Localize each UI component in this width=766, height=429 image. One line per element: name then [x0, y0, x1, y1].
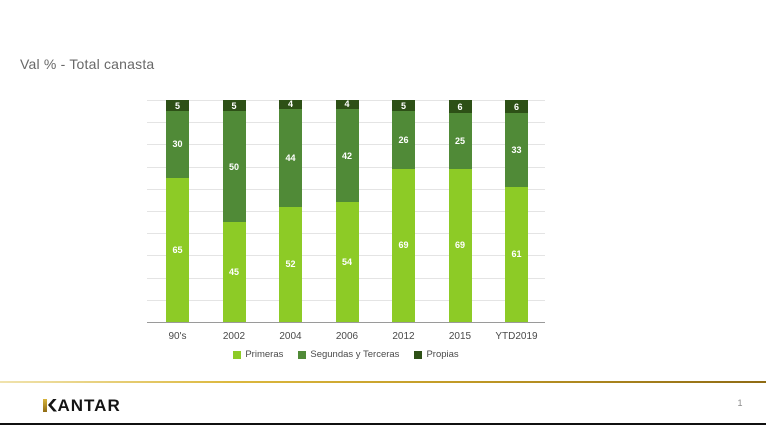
logo-k-arrow-icon: [48, 398, 57, 412]
bar-segment-primeras: 45: [222, 222, 246, 322]
x-axis-line: [147, 322, 545, 323]
legend-swatch: [298, 350, 307, 359]
bar-value-label: 45: [228, 267, 239, 278]
bar-segment-segundas: 25: [448, 113, 472, 169]
legend-label: Primeras: [245, 349, 284, 360]
bar-ytd2019: 61 33 6: [505, 100, 528, 322]
bar-segment-primeras: 69: [448, 168, 472, 322]
bar-2004: 52 44 4: [279, 99, 302, 322]
bar-segment-propias: 4: [335, 99, 359, 110]
bar-segment-segundas: 30: [166, 111, 189, 178]
x-axis-label: 2012: [392, 331, 415, 342]
bar-value-label: 5: [174, 100, 180, 111]
chart-title: Val % - Total canasta: [20, 56, 155, 72]
x-axis-labels: 90's 2002 2004 2006 2012 2015 YTD2019: [147, 331, 545, 344]
bar-2012: 69 26 5: [392, 100, 415, 322]
bar-segment-segundas: 33: [505, 113, 528, 187]
legend-label: Propias: [426, 349, 459, 360]
bar-value-label: 30: [172, 139, 183, 150]
x-axis-label: 90's: [168, 331, 187, 342]
legend-item-primeras: Primeras: [233, 349, 283, 360]
bar-segment-primeras: 61: [505, 186, 528, 322]
bar-segment-primeras: 54: [335, 202, 359, 322]
bar-2002: 45 50 5: [222, 100, 246, 322]
bar-segment-primeras: 69: [392, 168, 415, 322]
gold-divider-line: [0, 381, 766, 383]
legend-label: Segundas y Terceras: [310, 349, 400, 360]
bar-value-label: 69: [454, 240, 465, 251]
legend-item-segundas: Segundas y Terceras: [298, 349, 399, 360]
x-axis-label: 2002: [222, 331, 246, 342]
bar-segment-propias: 6: [505, 100, 528, 114]
bar-value-label: 44: [285, 152, 296, 163]
bar-value-label: 6: [513, 101, 519, 112]
bar-segment-propias: 5: [166, 100, 189, 112]
bar-segment-propias: 5: [222, 100, 246, 112]
bar-2006: 54 42 4: [335, 99, 359, 322]
page-number: 1: [737, 398, 743, 408]
bar-value-label: 61: [511, 249, 522, 260]
bottom-border-line: [0, 423, 766, 425]
bar-value-label: 65: [172, 244, 183, 255]
bar-value-label: 26: [398, 134, 409, 145]
legend-item-propias: Propias: [414, 349, 459, 360]
bar-value-label: 4: [287, 99, 293, 110]
bar-value-label: 52: [285, 259, 296, 270]
x-axis-label: YTD2019: [495, 331, 538, 342]
bar-value-label: 6: [457, 101, 463, 112]
bar-value-label: 54: [341, 257, 352, 268]
bar-value-label: 5: [400, 100, 406, 111]
bar-segment-propias: 5: [392, 100, 415, 112]
x-axis-label: 2006: [335, 331, 359, 342]
bar-segment-segundas: 50: [222, 111, 246, 223]
bar-value-label: 25: [454, 136, 465, 147]
bar-segment-segundas: 26: [392, 111, 415, 169]
bar-segment-segundas: 42: [335, 108, 359, 203]
legend-swatch: [233, 350, 242, 359]
x-axis-label: 2015: [448, 331, 472, 342]
chart-legend: Primeras Segundas y Terceras Propias: [147, 349, 545, 360]
bar-value-label: 42: [341, 150, 352, 161]
bar-value-label: 5: [231, 100, 237, 111]
bar-value-label: 69: [398, 240, 409, 251]
bar-segment-propias: 6: [448, 100, 472, 114]
legend-swatch: [414, 350, 423, 359]
kantar-logo-text: ANTAR: [57, 395, 121, 415]
logo-k-stem-icon: [43, 398, 47, 412]
bar-segment-propias: 4: [279, 99, 302, 110]
bar-value-label: 33: [511, 144, 522, 155]
bar-2015: 69 25 6: [448, 100, 472, 322]
x-axis-label: 2004: [279, 331, 302, 342]
kantar-logo: ANTAR: [43, 395, 121, 415]
bar-value-label: 50: [228, 161, 239, 172]
bar-segment-primeras: 65: [166, 177, 189, 322]
bar-segment-primeras: 52: [279, 206, 302, 322]
plot-area: 65 30 5 45 50 5 52 44 4 54 42 4 69 26 5 69 25 6 61 33 6: [147, 99, 545, 323]
bar-segment-segundas: 44: [279, 108, 302, 207]
bar-90s: 65 30 5: [166, 100, 189, 322]
bar-value-label: 4: [344, 99, 350, 110]
